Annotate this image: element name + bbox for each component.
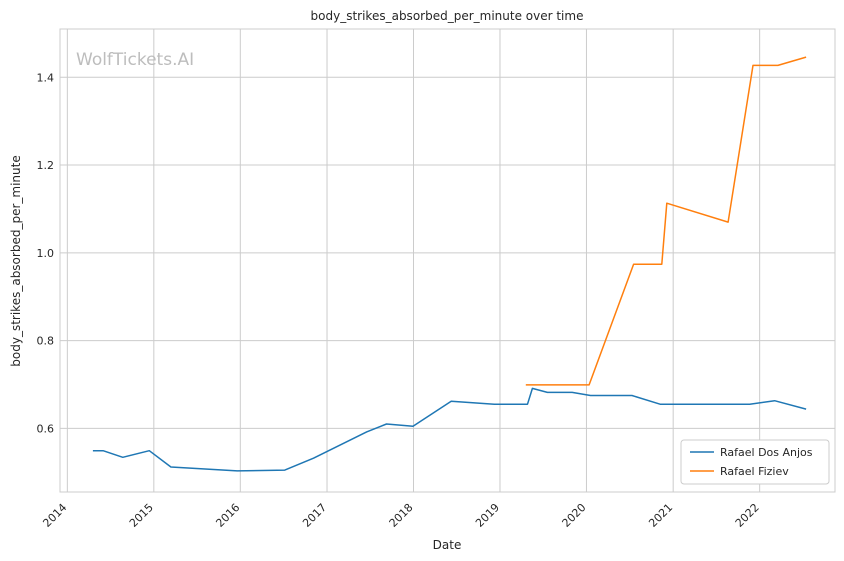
y-axis-title: body_strikes_absorbed_per_minute [9,155,23,366]
series-line-rafael-fiziev [525,56,807,386]
x-tick-labels: 2014 2015 2016 2017 2018 2019 2020 2021 2022 [40,501,761,530]
series-layer [92,56,807,472]
x-gridlines [66,29,761,492]
watermark-text: WolfTickets.AI [76,50,194,70]
plot-background [59,28,836,493]
x-tick-label: 2015 [127,501,156,530]
x-tick-label: 2014 [40,501,69,530]
x-tick-label: 2016 [213,501,242,530]
x-tick-label: 2020 [560,501,589,530]
series-line-rafael-dos-anjos [92,387,807,472]
y-tick-label: 1.2 [37,159,55,172]
x-tick-label: 2022 [733,501,762,530]
x-tick-label: 2019 [473,501,502,530]
chart-title: body_strikes_absorbed_per_minute over ti… [311,9,584,23]
legend-label-rafael-fiziev: Rafael Fiziev [720,465,789,478]
y-tick-label: 0.6 [37,422,55,435]
x-tick-label: 2017 [300,501,329,530]
y-tick-labels: 0.6 0.8 1.0 1.2 1.4 [37,71,55,435]
x-tick-label: 2021 [646,501,675,530]
y-tick-label: 0.8 [37,335,55,348]
x-axis-title: Date [433,538,462,552]
x-tick-label: 2018 [387,501,416,530]
legend: Rafael Dos Anjos Rafael Fiziev [680,439,830,485]
y-tick-label: 1.0 [37,247,55,260]
y-gridlines [60,76,835,429]
legend-label-rafael-dos-anjos: Rafael Dos Anjos [720,446,813,459]
legend-box [680,439,830,485]
y-tick-label: 1.4 [37,71,55,84]
